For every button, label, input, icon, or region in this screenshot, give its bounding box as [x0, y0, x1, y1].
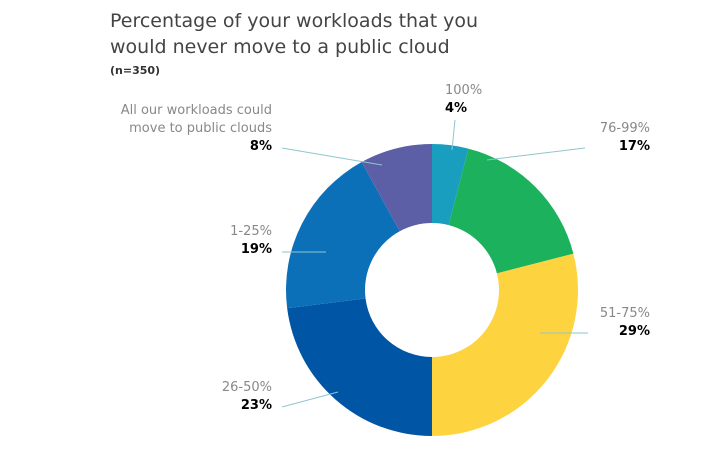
chart-subtitle: (n=350) [110, 64, 161, 77]
category-label: 100% [445, 83, 483, 98]
slice-label: 76-99% 17% [460, 120, 650, 156]
value-label: 23% [240, 398, 272, 413]
value-label: 29% [618, 324, 650, 339]
category-label: 76-99% [599, 121, 650, 136]
leader-line [281, 391, 339, 408]
leader-line [281, 147, 383, 166]
slice-label: All our workloads could move to public c… [82, 102, 272, 156]
donut-slice [432, 253, 578, 436]
value-label: 8% [249, 139, 272, 154]
slice-label: 51-75% 29% [460, 305, 650, 341]
category-label: 51-75% [599, 306, 650, 321]
donut-slice [286, 162, 400, 309]
leader-line [486, 147, 586, 161]
donut-slice [287, 298, 432, 436]
chart-title: Percentage of your workloads that you wo… [110, 10, 479, 58]
slice-label: 100% 4% [445, 82, 635, 118]
donut-slice [432, 144, 469, 226]
donut-slice [448, 148, 574, 274]
value-label: 19% [240, 242, 272, 257]
slice-label: 1-25% 19% [82, 223, 272, 259]
category-label: 26-50% [221, 380, 272, 395]
slice-label: 26-50% 23% [82, 379, 272, 415]
value-label: 17% [618, 139, 650, 154]
value-label: 4% [445, 101, 468, 116]
category-label: All our workloads could move to public c… [120, 103, 272, 136]
leader-line [451, 119, 456, 151]
category-label: 1-25% [230, 224, 272, 239]
donut-slice [361, 144, 432, 232]
